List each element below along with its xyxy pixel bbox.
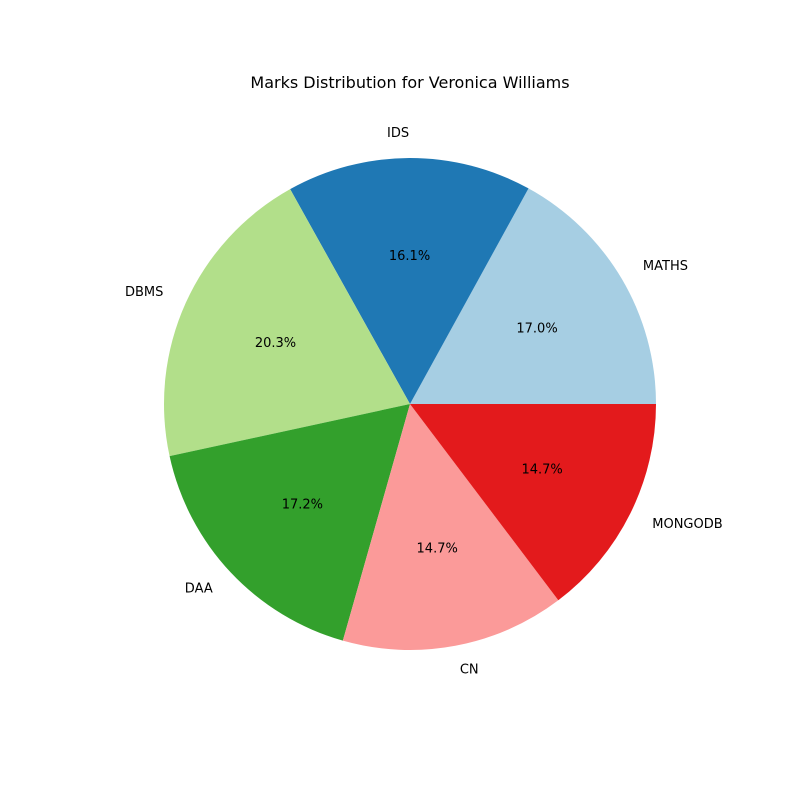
chart-title: Marks Distribution for Veronica Williams — [250, 73, 569, 92]
pie-slice-maths — [410, 188, 656, 404]
slice-percent-mongodb: 14.7% — [521, 462, 562, 477]
pie-slice-dbms — [163, 189, 410, 457]
slice-percent-maths: 17.0% — [516, 321, 557, 336]
slice-label-dbms: DBMS — [125, 285, 163, 300]
slice-label-mongodb: MONGODB — [652, 517, 722, 532]
pie-labels: MATHS 17.0% IDS 16.1% DBMS 20.3% DAA 17.2% CN 14.… — [125, 126, 723, 678]
slice-percent-dbms: 20.3% — [255, 336, 296, 351]
slice-percent-ids: 16.1% — [389, 249, 430, 264]
slice-label-maths: MATHS — [643, 259, 688, 274]
pie-slice-cn — [342, 404, 559, 650]
slice-percent-daa: 17.2% — [282, 498, 323, 513]
pie-slice-daa — [169, 404, 410, 641]
slice-label-cn: CN — [460, 662, 479, 677]
slice-label-daa: DAA — [185, 582, 213, 597]
pie-slice-mongodb — [410, 404, 656, 601]
slice-percent-cn: 14.7% — [417, 542, 458, 557]
pie-slice-ids — [290, 158, 529, 404]
pie-slices — [163, 158, 656, 650]
slice-label-ids: IDS — [387, 126, 409, 141]
